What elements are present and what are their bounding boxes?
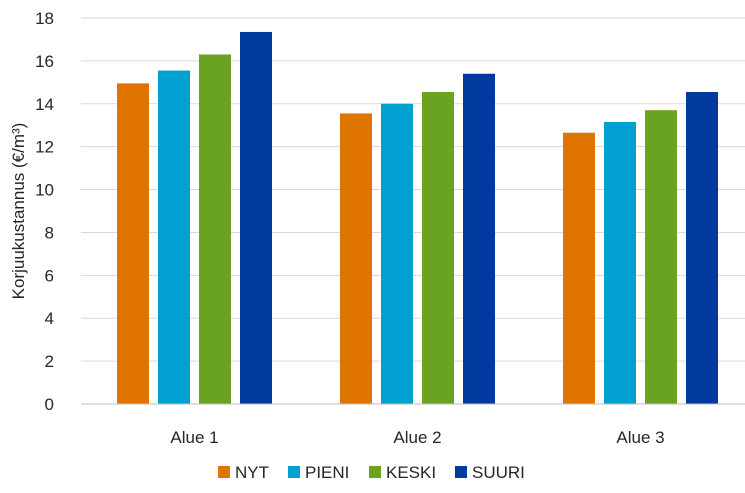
x-category-label: Alue 3 [616,428,664,447]
bar-keski-2 [422,91,454,404]
y-tick-label: 12 [35,138,54,157]
bars [117,31,718,405]
bar-suuri-2 [463,73,495,404]
bar-pieni-1 [158,70,190,405]
legend-label-suuri: SUURI [472,463,525,482]
x-axis-categories: Alue 1 Alue 2 Alue 3 [170,428,664,447]
y-tick-label: 10 [35,181,54,200]
bar-suuri-3 [686,91,718,404]
y-tick-label: 14 [35,95,54,114]
bar-nyt-1 [117,83,149,405]
legend-swatch-keski [369,466,381,478]
legend-label-pieni: PIENI [305,463,349,482]
y-axis-title: Korjuukustannus (€/m³) [9,123,28,300]
y-axis-ticks: 0 2 4 6 8 10 12 14 16 18 [35,9,54,414]
bar-nyt-2 [340,113,372,404]
y-tick-label: 0 [45,395,54,414]
y-tick-label: 2 [45,352,54,371]
bar-nyt-3 [563,132,595,404]
bar-keski-1 [199,54,231,404]
y-tick-label: 18 [35,9,54,28]
y-tick-label: 16 [35,52,54,71]
legend: NYT PIENI KESKI SUURI [218,463,525,482]
bar-keski-3 [645,110,677,404]
legend-label-keski: KESKI [386,463,436,482]
bar-suuri-1 [240,31,272,404]
legend-swatch-pieni [288,466,300,478]
y-tick-label: 6 [45,266,54,285]
y-tick-label: 4 [45,309,54,328]
y-tick-label: 8 [45,223,54,242]
x-category-label: Alue 2 [393,428,441,447]
x-category-label: Alue 1 [170,428,218,447]
bar-pieni-2 [381,103,413,405]
bar-pieni-3 [604,122,636,404]
legend-swatch-suuri [455,466,467,478]
legend-label-nyt: NYT [235,463,269,482]
legend-swatch-nyt [218,466,230,478]
